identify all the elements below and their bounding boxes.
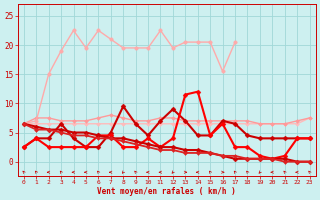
X-axis label: Vent moyen/en rafales ( km/h ): Vent moyen/en rafales ( km/h ) [97,187,236,196]
